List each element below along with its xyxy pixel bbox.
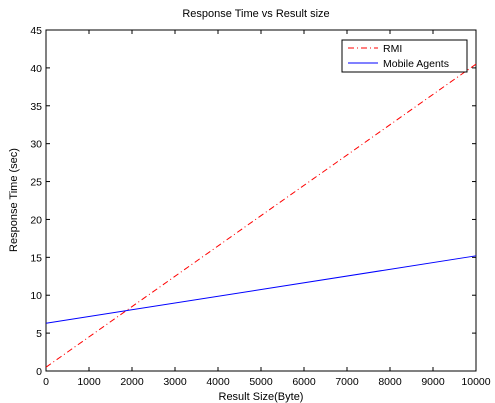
x-axis-label: Result Size(Byte) — [219, 391, 304, 403]
y-tick-label: 0 — [36, 366, 42, 378]
y-tick-label: 15 — [30, 252, 42, 264]
y-tick-label: 45 — [30, 25, 42, 37]
x-tick-label: 4000 — [206, 376, 230, 388]
chart-title: Response Time vs Result size — [182, 8, 329, 20]
y-tick-label: 30 — [30, 139, 42, 151]
y-axis: 0 5 10 15 20 25 30 35 40 45 — [30, 25, 476, 378]
x-tick-label: 9000 — [421, 376, 445, 388]
x-tick-label: 3000 — [163, 376, 187, 388]
x-tick-label: 2000 — [120, 376, 144, 388]
legend: RMI Mobile Agents — [341, 39, 468, 73]
y-tick-label: 40 — [30, 63, 42, 75]
legend-label-rmi: RMI — [383, 43, 402, 55]
y-tick-label: 35 — [30, 101, 42, 113]
y-tick-label: 10 — [30, 290, 42, 302]
y-tick-label: 25 — [30, 177, 42, 189]
y-axis-label: Response Time (sec) — [8, 148, 20, 252]
y-tick-label: 20 — [30, 214, 42, 226]
legend-label-mobile-agents: Mobile Agents — [383, 58, 449, 70]
x-tick-label: 0 — [43, 376, 49, 388]
series-line-mobile-agents — [45, 255, 477, 324]
x-tick-label: 10000 — [461, 376, 490, 388]
x-tick-label: 5000 — [249, 376, 273, 388]
series-line-rmi — [45, 63, 477, 368]
plot-area-frame — [45, 29, 477, 372]
x-tick-label: 6000 — [292, 376, 316, 388]
x-tick-label: 8000 — [378, 376, 402, 388]
y-tick-label: 5 — [36, 328, 42, 340]
x-axis: 0 1000 2000 3000 4000 5000 6000 7000 8000 9000 100… — [43, 30, 491, 388]
legend-box — [341, 39, 468, 73]
x-tick-label: 7000 — [335, 376, 359, 388]
x-tick-label: 1000 — [77, 376, 101, 388]
series-lines — [45, 63, 477, 368]
